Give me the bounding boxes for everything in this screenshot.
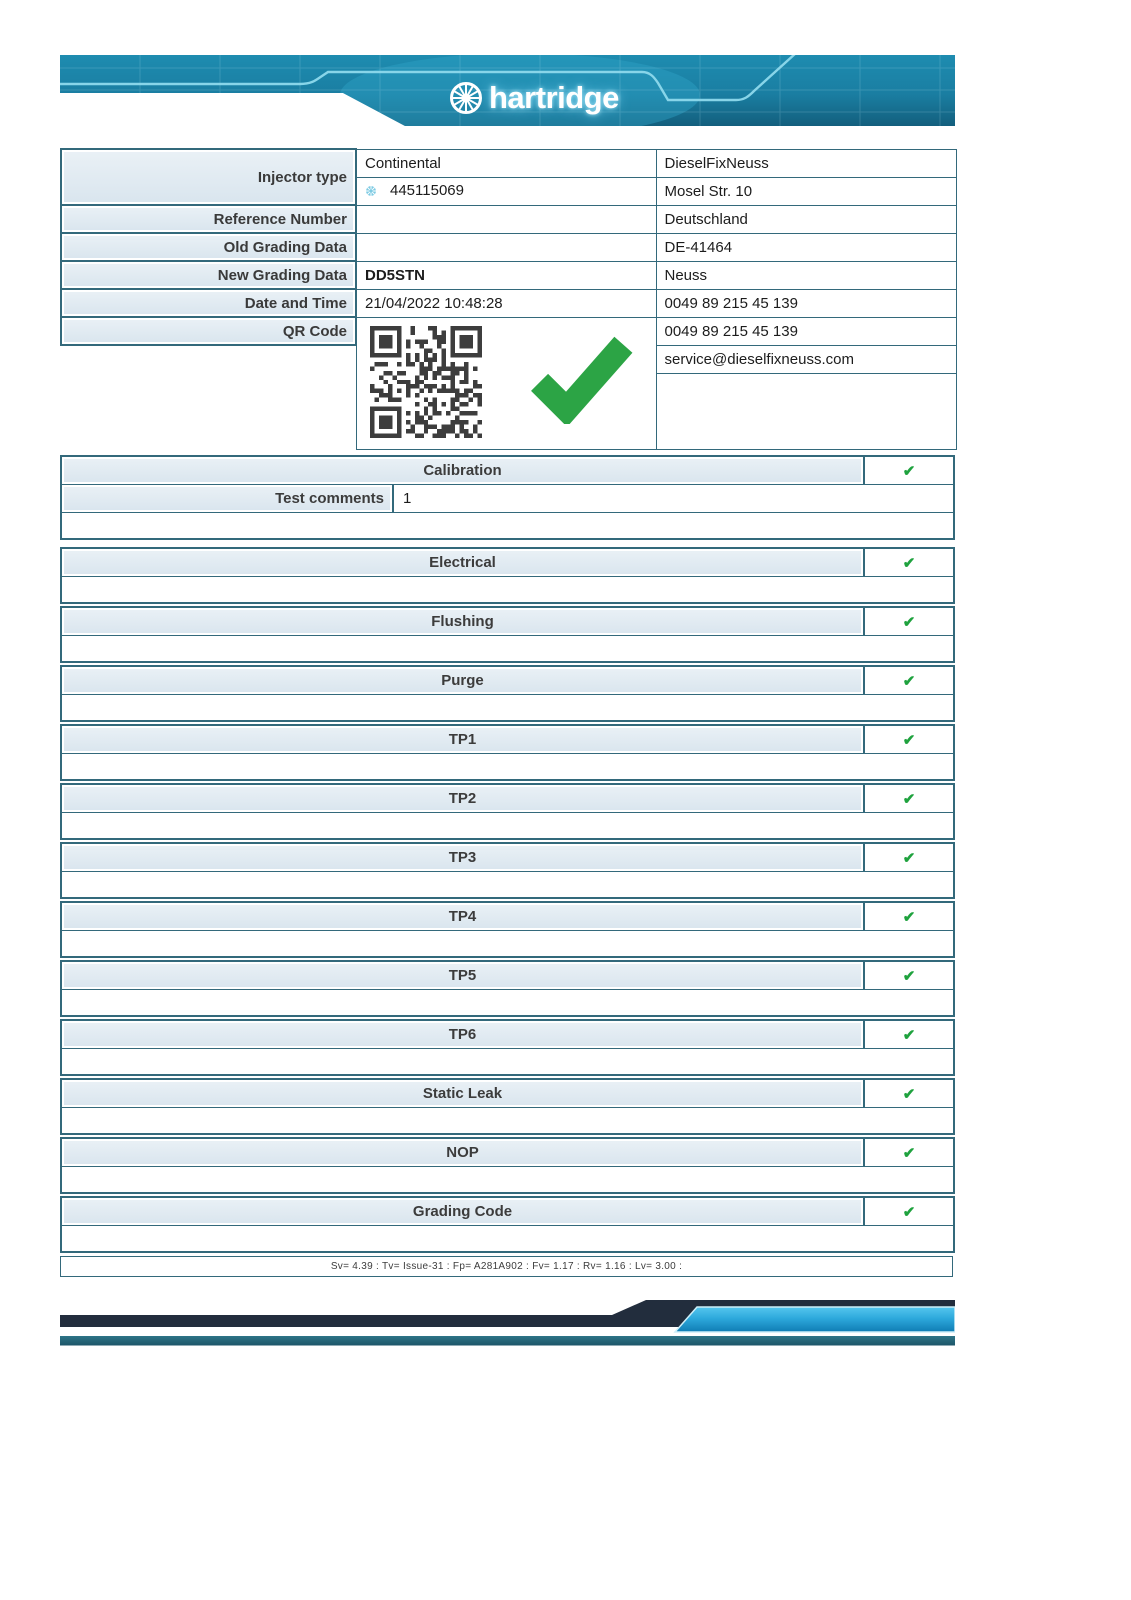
section-tp6: TP6 ✔ xyxy=(60,1019,955,1076)
section-tp5: TP5 ✔ xyxy=(60,960,955,1017)
pass-check-icon: ✔ xyxy=(865,1080,953,1107)
pass-check-icon: ✔ xyxy=(865,1021,953,1048)
version-info-row: Sv= 4.39 : Tv= Issue-31 : Fp= A281A902 :… xyxy=(60,1256,953,1277)
qr-code-cell xyxy=(355,316,657,450)
section-static-leak: Static Leak ✔ xyxy=(60,1078,955,1135)
pass-check-icon: ✔ xyxy=(865,785,953,812)
old-grading-value xyxy=(355,232,657,262)
address-line: DE-41464 xyxy=(655,232,957,262)
pass-check-icon: ✔ xyxy=(865,726,953,753)
injector-make-value: Continental xyxy=(355,148,657,178)
logo-text: hartridge xyxy=(489,80,619,115)
address-line: Neuss xyxy=(655,260,957,290)
address-empty-cell xyxy=(655,372,957,450)
big-check-icon xyxy=(531,336,633,424)
address-line: 0049 89 215 45 139 xyxy=(655,288,957,318)
pass-check-icon: ✔ xyxy=(865,667,953,694)
banner-graphic xyxy=(60,55,955,126)
test-comments-label: Test comments xyxy=(62,485,394,512)
section-label: Purge xyxy=(62,667,865,694)
empty-row xyxy=(62,1048,953,1074)
test-comments-value: 1 xyxy=(403,490,412,507)
pass-check-icon: ✔ xyxy=(865,1139,953,1166)
section-label: Static Leak xyxy=(62,1080,865,1107)
pass-check-icon: ✔ xyxy=(865,1198,953,1225)
empty-row xyxy=(62,1107,953,1133)
section-nop: NOP ✔ xyxy=(60,1137,955,1194)
empty-row xyxy=(62,930,953,956)
section-label: TP5 xyxy=(62,962,865,989)
address-line: 0049 89 215 45 139 xyxy=(655,316,957,346)
section-label: Electrical xyxy=(62,549,865,576)
section-label: TP2 xyxy=(62,785,865,812)
section-label: TP6 xyxy=(62,1021,865,1048)
reference-number-value xyxy=(355,204,657,234)
reference-number-label: Reference Number xyxy=(60,204,357,234)
datetime-label: Date and Time xyxy=(60,288,357,318)
new-grading-value: DD5STN xyxy=(355,260,657,290)
section-label: TP4 xyxy=(62,903,865,930)
empty-area xyxy=(61,345,356,449)
empty-row xyxy=(62,871,953,897)
address-line: Mosel Str. 10 xyxy=(655,176,957,206)
section-label: Flushing xyxy=(62,608,865,635)
address-line: service@dieselfixneuss.com xyxy=(655,344,957,374)
injector-number-cell: 445115069 xyxy=(355,176,657,206)
section-label: TP3 xyxy=(62,844,865,871)
injector-number-value: 445115069 xyxy=(390,181,464,199)
empty-row xyxy=(62,512,953,538)
brand-logo: hartridge xyxy=(448,80,619,116)
injector-type-label: Injector type xyxy=(60,148,357,206)
new-grading-label: New Grading Data xyxy=(60,260,357,290)
pass-check-icon: ✔ xyxy=(865,962,953,989)
section-purge: Purge ✔ xyxy=(60,665,955,722)
pass-check-icon: ✔ xyxy=(865,457,953,484)
section-tp4: TP4 ✔ xyxy=(60,901,955,958)
datetime-value: 21/04/2022 10:48:28 xyxy=(355,288,657,318)
qr-code-label: QR Code xyxy=(60,316,357,346)
empty-row xyxy=(62,812,953,838)
section-flushing: Flushing ✔ xyxy=(60,606,955,663)
injector-info-table: Injector type Continental DieselFixNeuss xyxy=(60,148,957,450)
empty-row xyxy=(62,694,953,720)
section-tp2: TP2 ✔ xyxy=(60,783,955,840)
pass-check-icon: ✔ xyxy=(865,608,953,635)
section-tp1: TP1 ✔ xyxy=(60,724,955,781)
section-label: NOP xyxy=(62,1139,865,1166)
empty-row xyxy=(62,635,953,661)
section-electrical: Electrical ✔ xyxy=(60,547,955,604)
pass-check-icon: ✔ xyxy=(865,844,953,871)
section-label: Calibration xyxy=(62,457,865,484)
section-grading-code: Grading Code ✔ xyxy=(60,1196,955,1253)
wheel-logo-icon xyxy=(450,82,482,114)
gear-icon xyxy=(365,184,377,201)
empty-row xyxy=(62,1166,953,1192)
qr-code-image xyxy=(370,325,482,442)
section-label: Grading Code xyxy=(62,1198,865,1225)
footer-banner xyxy=(60,1295,956,1347)
pass-check-icon: ✔ xyxy=(865,903,953,930)
version-line: Sv= 4.39 : Tv= Issue-31 : Fp= A281A902 :… xyxy=(330,1261,683,1272)
address-line: Deutschland xyxy=(655,204,957,234)
footer-graphic xyxy=(60,1300,956,1346)
section-tp3: TP3 ✔ xyxy=(60,842,955,899)
empty-row xyxy=(62,989,953,1015)
empty-row xyxy=(62,1225,953,1251)
pass-check-icon: ✔ xyxy=(865,549,953,576)
section-label: TP1 xyxy=(62,726,865,753)
empty-row xyxy=(62,576,953,602)
address-line: DieselFixNeuss xyxy=(655,148,957,178)
old-grading-label: Old Grading Data xyxy=(60,232,357,262)
section-calibration: Calibration ✔ Test comments 1 xyxy=(60,455,955,540)
header-banner xyxy=(60,55,955,129)
empty-row xyxy=(62,753,953,779)
